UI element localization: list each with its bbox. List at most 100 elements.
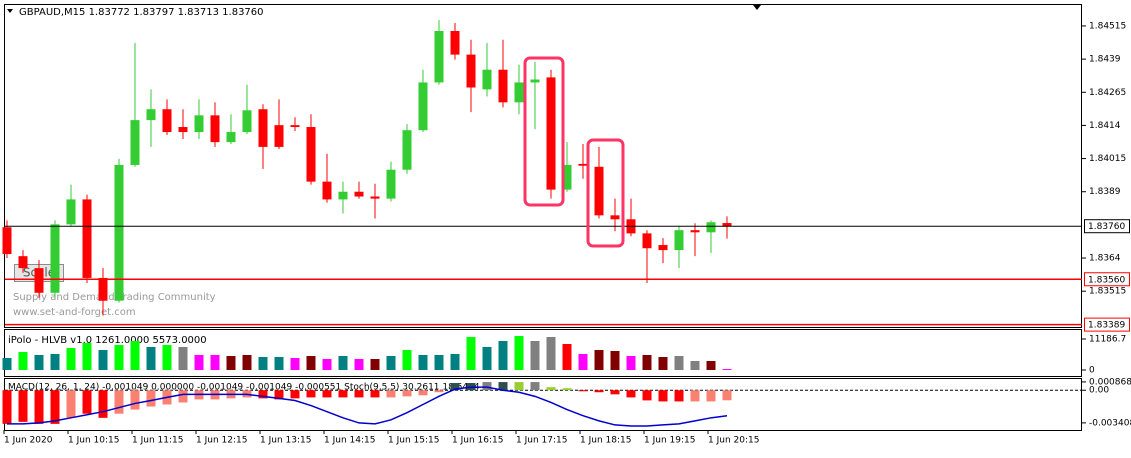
candle-body (83, 199, 92, 278)
histogram-bar (595, 350, 604, 370)
histogram-bar (707, 361, 716, 370)
histogram-bar (67, 348, 76, 370)
candle-body (307, 127, 316, 182)
y-tick-label: -0.003408 (1089, 418, 1131, 428)
histogram-bar (115, 390, 124, 413)
candle-body (211, 115, 220, 142)
histogram-bar (451, 354, 460, 370)
y-tick-label: 1.83515 (1089, 287, 1126, 297)
histogram-bar (627, 356, 636, 370)
candle-body (67, 199, 76, 224)
candle-body (467, 55, 476, 88)
candle-body (483, 70, 492, 90)
histogram-bar (659, 357, 668, 370)
histogram-bar (35, 390, 44, 424)
histogram-bar (499, 341, 508, 370)
candle-body (51, 224, 60, 292)
histogram-bar (243, 355, 252, 370)
histogram-bar (563, 388, 572, 390)
candle-body (611, 215, 620, 219)
candle-body (371, 197, 380, 199)
y-tick-label: 1.84265 (1089, 88, 1126, 98)
x-tick-label: 1 Jun 15:15 (388, 436, 439, 446)
candle-body (227, 132, 236, 142)
histogram-bar (611, 351, 620, 370)
histogram-bar (35, 355, 44, 370)
histogram-bar (147, 347, 156, 370)
histogram-bar (595, 390, 604, 392)
histogram-bar (83, 343, 92, 370)
histogram-bar (659, 390, 668, 401)
candle-body (259, 109, 268, 147)
histogram-bar (467, 337, 476, 370)
histogram-bar (483, 382, 492, 390)
histogram-bar (723, 369, 732, 370)
candle-body (3, 227, 12, 254)
y-tick-label: 1.84015 (1089, 154, 1126, 164)
candle-body (707, 222, 716, 232)
watermark: Supply and Demand Trading Community (13, 292, 216, 303)
price-label: 1.83560 (1088, 275, 1125, 285)
candle-body (291, 125, 300, 127)
candle-body (675, 230, 684, 250)
histogram-bar (3, 358, 12, 370)
candle-body (547, 77, 556, 189)
y-tick-label: 1.8389 (1089, 187, 1121, 197)
histogram-bar (387, 356, 396, 370)
candle-body (451, 31, 460, 55)
histogram-bar (51, 354, 60, 370)
histogram-bar (323, 359, 332, 370)
y-tick-label: 1.8439 (1089, 55, 1121, 65)
histogram-bar (419, 390, 428, 395)
candle-body (403, 130, 412, 170)
histogram-bar (643, 355, 652, 370)
histogram-bar (147, 390, 156, 406)
x-tick-label: 1 Jun 16:15 (452, 436, 503, 446)
candle-body (659, 245, 668, 250)
price-label: 1.83760 (1088, 222, 1125, 232)
candle-body (435, 31, 444, 82)
candle-body (35, 268, 44, 293)
histogram-bar (563, 344, 572, 370)
histogram-bar (83, 390, 92, 413)
candle-body (643, 233, 652, 248)
histogram-bar (291, 358, 300, 370)
candle-body (419, 82, 428, 130)
histogram-bar (675, 390, 684, 401)
candle-body (275, 125, 284, 147)
histogram-bar (99, 390, 108, 418)
histogram-bar (115, 345, 124, 370)
y-tick-label: 1.8414 (1089, 121, 1121, 131)
histogram-bar (403, 390, 412, 396)
histogram-bar (403, 350, 412, 370)
histogram-bar (723, 390, 732, 400)
y-tick-label: 1.8364 (1089, 254, 1121, 264)
histogram-bar (227, 356, 236, 370)
candle-body (99, 278, 108, 301)
candle-body (595, 167, 604, 216)
histogram-bar (435, 390, 444, 392)
x-tick-label: 1 Jun 19:15 (644, 436, 695, 446)
candle-body (691, 230, 700, 232)
watermark: www.set-and-forget.com (13, 307, 136, 318)
candle-body (19, 256, 28, 268)
histogram-bar (179, 390, 188, 402)
histogram-bar (131, 341, 140, 370)
x-tick-label: 1 Jun 20:15 (708, 436, 759, 446)
histogram-bar (627, 390, 636, 397)
y-tick-label: 0 (1089, 366, 1095, 376)
histogram-bar (339, 390, 348, 397)
x-tick-label: 1 Jun 14:15 (324, 436, 375, 446)
histogram-bar (675, 356, 684, 370)
histogram-bar (515, 382, 524, 390)
histogram-bar (611, 390, 620, 394)
x-tick-label: 1 Jun 11:15 (132, 436, 183, 446)
chart-title: GBPAUD,M15 1.83772 1.83797 1.83713 1.837… (19, 7, 264, 18)
histogram-bar (707, 390, 716, 401)
histogram-bar (211, 355, 220, 370)
histogram-bar (547, 337, 556, 370)
histogram-bar (515, 336, 524, 370)
histogram-bar (339, 356, 348, 370)
histogram-bar (371, 390, 380, 397)
candle-body (131, 120, 140, 165)
